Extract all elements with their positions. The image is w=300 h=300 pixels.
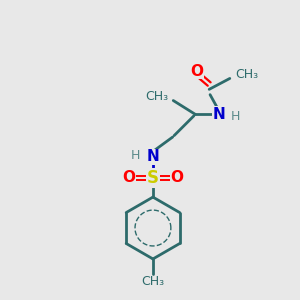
Text: CH₃: CH₃	[235, 68, 258, 81]
Text: S: S	[147, 169, 159, 187]
Text: O: O	[171, 170, 184, 185]
Text: N: N	[213, 107, 226, 122]
Text: H: H	[231, 110, 240, 123]
Text: O: O	[122, 170, 135, 185]
Text: O: O	[190, 64, 203, 79]
Text: CH₃: CH₃	[141, 275, 164, 288]
Text: N: N	[147, 149, 159, 164]
Text: CH₃: CH₃	[146, 90, 169, 103]
Text: H: H	[131, 148, 141, 161]
